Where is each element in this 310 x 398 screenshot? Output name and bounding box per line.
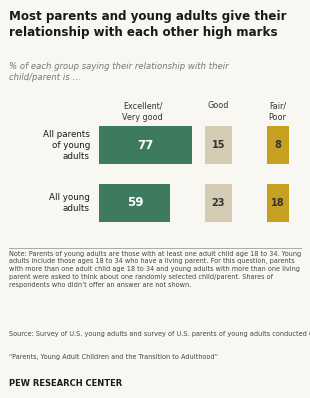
Text: “Parents, Young Adult Children and the Transition to Adulthood”: “Parents, Young Adult Children and the T… (9, 354, 218, 360)
FancyBboxPatch shape (205, 127, 232, 164)
Text: Source: Survey of U.S. young adults and survey of U.S. parents of young adults c: Source: Survey of U.S. young adults and … (9, 331, 310, 337)
Text: 18: 18 (271, 198, 285, 208)
FancyBboxPatch shape (99, 184, 170, 222)
Text: Excellent/
Very good: Excellent/ Very good (122, 101, 163, 122)
Text: PEW RESEARCH CENTER: PEW RESEARCH CENTER (9, 379, 122, 388)
FancyBboxPatch shape (99, 127, 192, 164)
Text: % of each group saying their relationship with their
child/parent is …: % of each group saying their relationshi… (9, 62, 229, 82)
Text: 77: 77 (138, 139, 154, 152)
Text: 8: 8 (275, 140, 281, 150)
Text: Good: Good (208, 101, 229, 111)
Text: 23: 23 (212, 198, 225, 208)
FancyBboxPatch shape (267, 127, 289, 164)
Text: 59: 59 (126, 197, 143, 209)
Text: All parents
of young
adults: All parents of young adults (43, 130, 90, 161)
Text: Note: Parents of young adults are those with at least one adult child age 18 to : Note: Parents of young adults are those … (9, 251, 302, 288)
FancyBboxPatch shape (267, 184, 289, 222)
Text: All young
adults: All young adults (49, 193, 90, 213)
Text: Fair/
Poor: Fair/ Poor (268, 101, 286, 122)
FancyBboxPatch shape (205, 184, 232, 222)
Text: 15: 15 (212, 140, 225, 150)
Text: Most parents and young adults give their
relationship with each other high marks: Most parents and young adults give their… (9, 10, 287, 39)
